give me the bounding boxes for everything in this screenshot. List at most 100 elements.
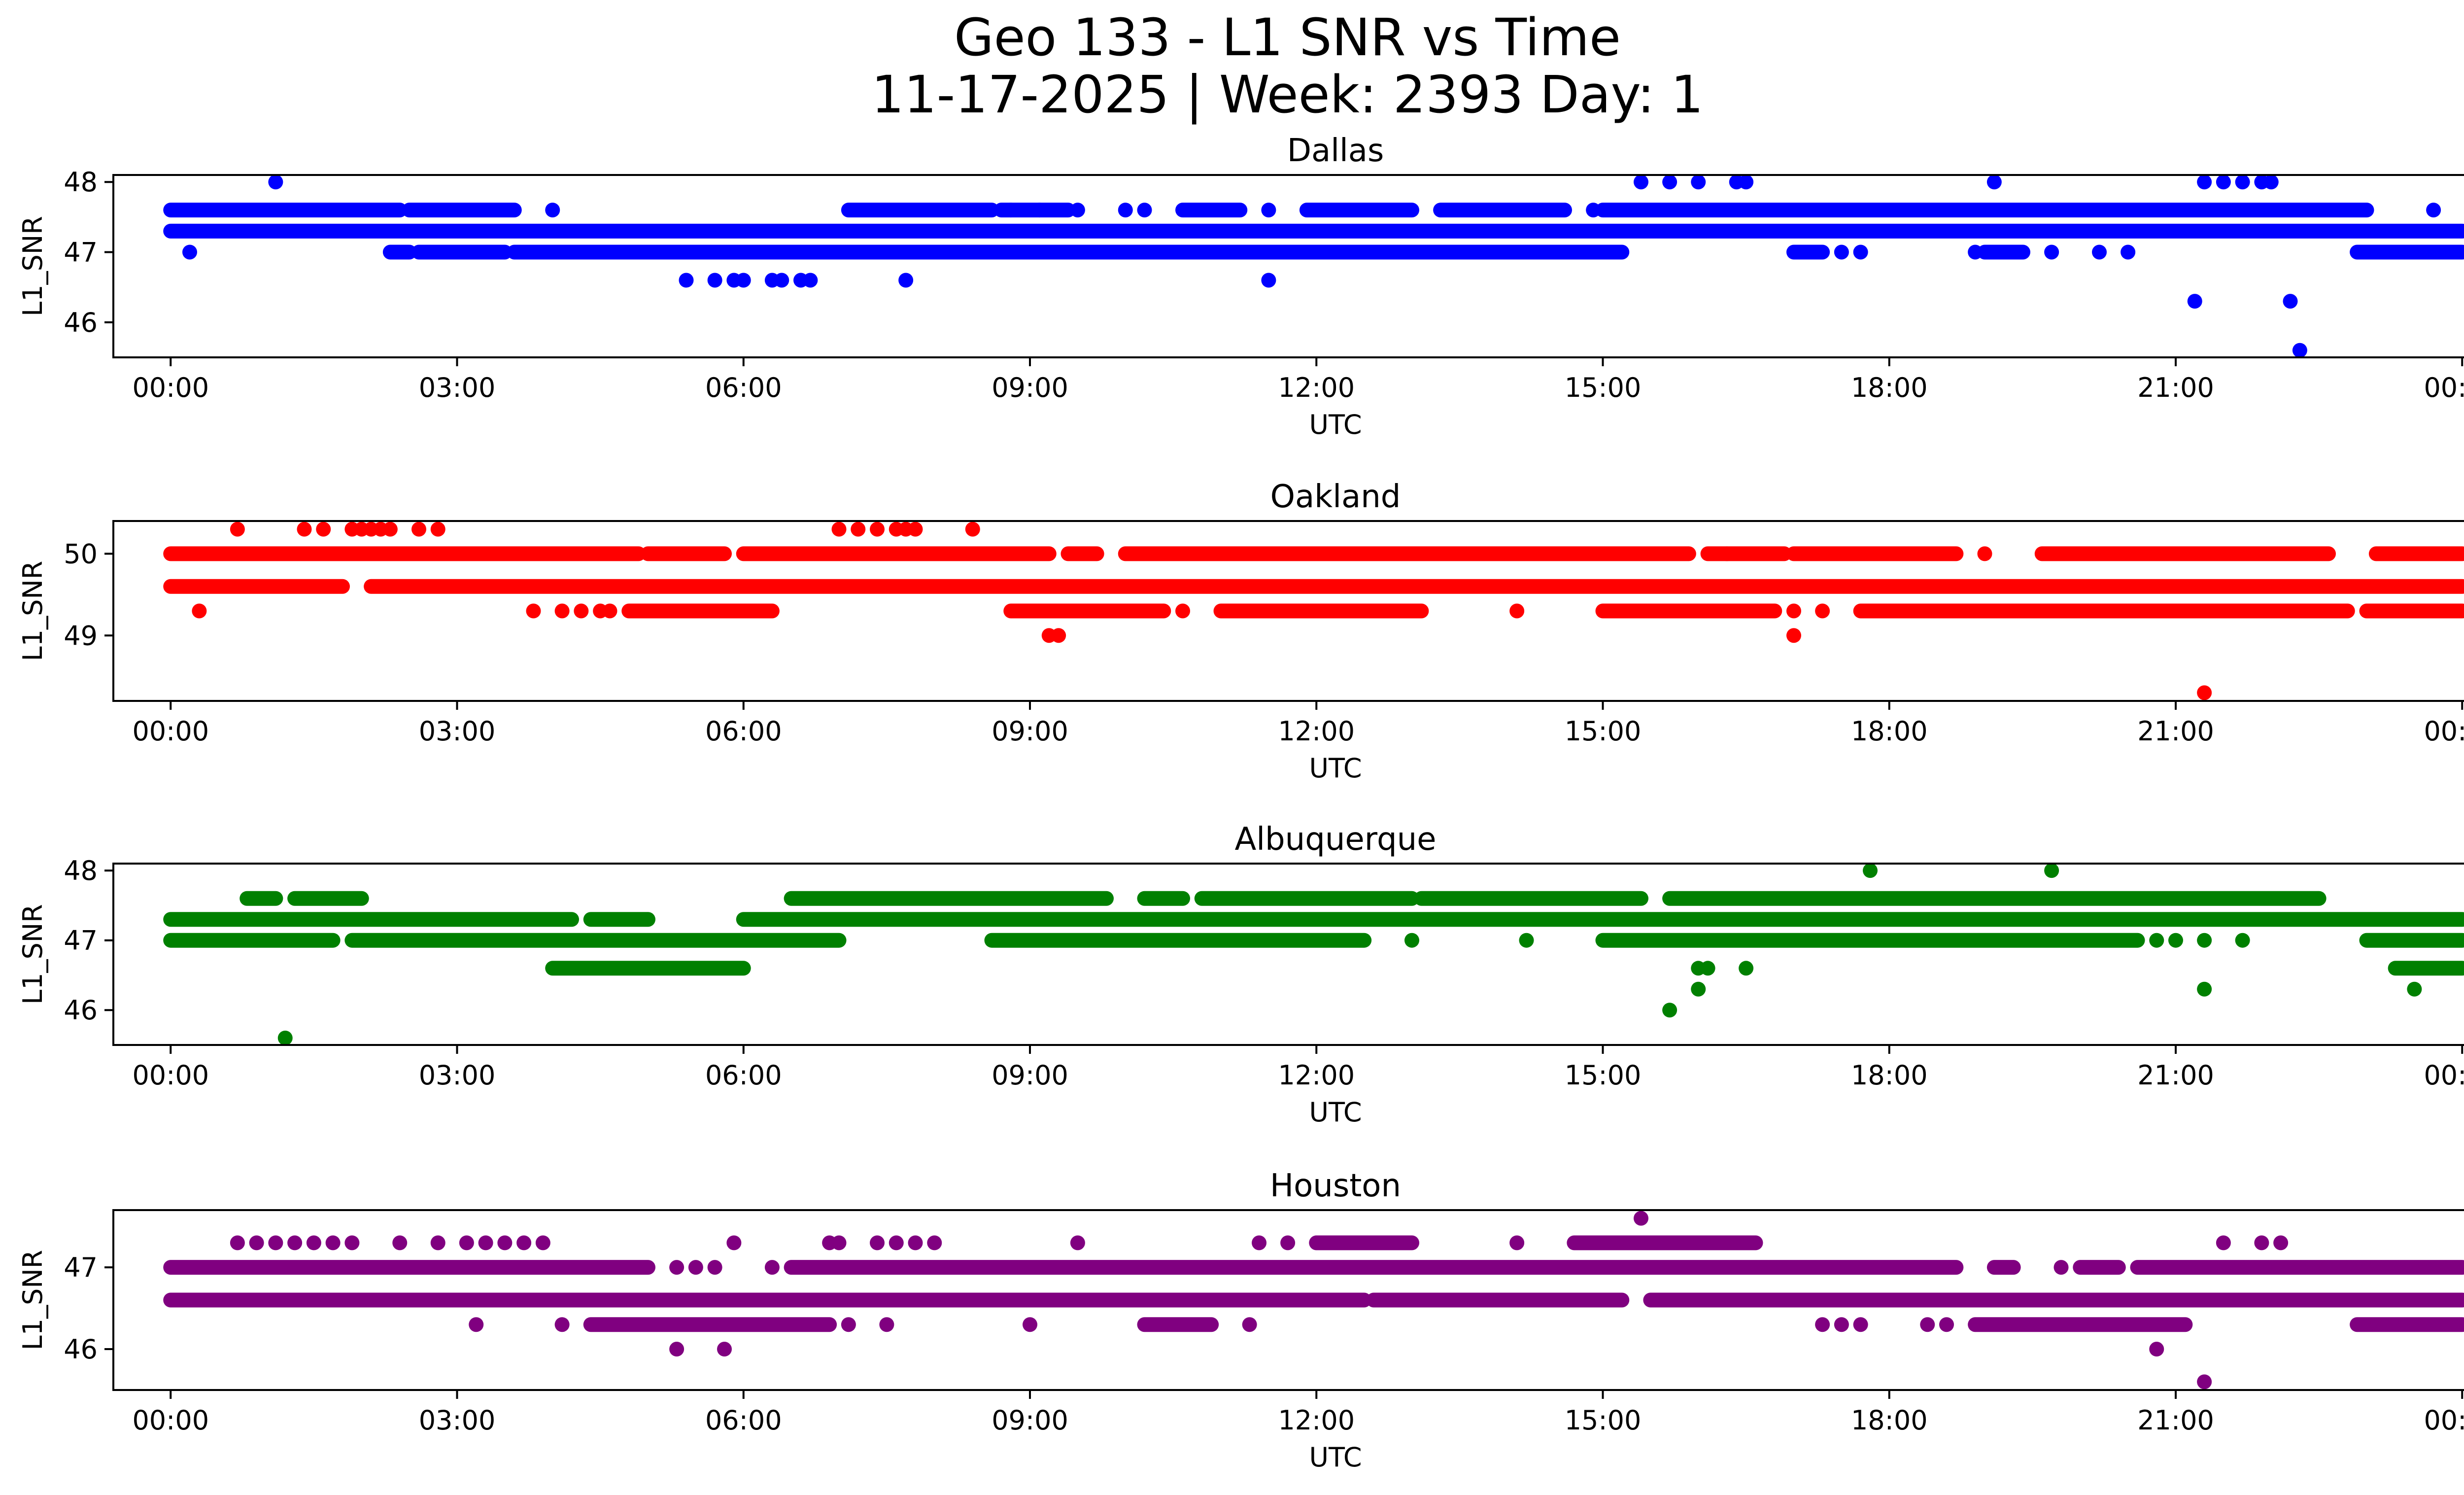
data-point	[1509, 603, 1525, 619]
chart-dallas: 00:00 03:00 06:00 09:00 12:00 15:00 18:00 21:00…	[17, 133, 2464, 440]
data-series-dallas	[163, 175, 2464, 357]
x-tick-label: 00:00	[132, 1405, 209, 1436]
x-tick-label: 18:00	[1851, 1405, 1928, 1436]
x-axis-label: UTC	[1309, 1442, 1362, 1473]
data-point	[1242, 1317, 1257, 1332]
x-tick-label: 03:00	[419, 1060, 496, 1091]
data-point	[2149, 933, 2164, 948]
data-point	[526, 603, 541, 619]
x-tick-label: 03:00	[419, 372, 496, 403]
y-axis-label: L1_SNR	[17, 561, 48, 661]
data-point	[1662, 1003, 1677, 1018]
data-point	[764, 1260, 780, 1275]
x-tick-label: 15:00	[1565, 1060, 1642, 1091]
data-point	[2197, 175, 2212, 190]
data-point	[2149, 1342, 2164, 1357]
data-point	[554, 603, 570, 619]
data-point	[2053, 1260, 2069, 1275]
data-point	[679, 273, 694, 288]
data-point	[478, 1235, 493, 1251]
x-tick-label: 18:00	[1851, 716, 1928, 747]
x-tick-label: 06:00	[705, 716, 782, 747]
data-series-oakland	[163, 522, 2464, 700]
data-point	[1070, 1235, 1085, 1251]
data-point	[249, 1235, 264, 1251]
data-point	[1691, 981, 1706, 997]
data-point	[1280, 1235, 1296, 1251]
data-point	[1815, 603, 1830, 619]
data-point	[2168, 933, 2183, 948]
x-tick-label: 03:00	[419, 716, 496, 747]
data-point	[545, 203, 560, 218]
data-point	[430, 522, 445, 537]
data-point	[2044, 244, 2059, 260]
data-point	[1853, 1317, 1868, 1332]
data-point	[1118, 203, 1133, 218]
data-point	[382, 522, 398, 537]
data-point	[554, 1317, 570, 1332]
plot-frame	[112, 174, 2464, 358]
x-tick-label: 00:00	[2424, 1060, 2464, 1091]
data-point	[325, 1235, 341, 1251]
x-tick-label: 18:00	[1851, 1060, 1928, 1091]
data-point	[1853, 244, 1868, 260]
data-point	[707, 273, 722, 288]
chart-oakland: 00:00 03:00 06:00 09:00 12:00 15:00 18:00 21:00…	[17, 479, 2464, 784]
y-tick-label: 47	[64, 1252, 98, 1283]
data-point	[1051, 628, 1066, 643]
data-point	[2273, 1235, 2289, 1251]
data-point	[2187, 294, 2202, 309]
data-point	[1404, 933, 1419, 948]
data-point	[516, 1235, 532, 1251]
data-point	[316, 522, 331, 537]
data-point	[1634, 175, 1648, 190]
x-tick-label: 06:00	[705, 372, 782, 403]
x-tick-label: 00:00	[132, 1060, 209, 1091]
y-tick-label: 48	[64, 855, 98, 886]
data-point	[1519, 933, 1534, 948]
plot-frame	[112, 520, 2464, 702]
x-tick-label: 00:00	[2424, 716, 2464, 747]
data-point	[268, 175, 283, 190]
data-point	[831, 522, 847, 537]
data-point	[344, 1235, 360, 1251]
data-point	[2216, 175, 2231, 190]
y-axis-label: L1_SNR	[17, 216, 48, 316]
data-point	[669, 1342, 684, 1357]
data-point	[268, 1235, 283, 1251]
data-point	[2121, 244, 2136, 260]
x-tick-label: 18:00	[1851, 372, 1928, 403]
data-point	[707, 1260, 722, 1275]
data-point	[831, 1235, 847, 1251]
data-point	[1261, 203, 1276, 218]
data-point	[688, 1260, 703, 1275]
x-tick-label: 00:00	[132, 372, 209, 403]
subplot-title: Albuquerque	[1234, 821, 1436, 858]
data-point	[1252, 1235, 1266, 1251]
chart-houston: 00:00 03:00 06:00 09:00 12:00 15:00 18:00 21:00…	[17, 1168, 2464, 1473]
figure-title: Geo 133 - L1 SNR vs Time 11-17-2025 | We…	[0, 9, 2464, 123]
data-point	[1691, 175, 1706, 190]
data-point	[459, 1235, 474, 1251]
x-axis-label: UTC	[1309, 409, 1362, 440]
y-axis-label: L1_SNR	[17, 1250, 48, 1351]
x-tick-label: 15:00	[1565, 716, 1642, 747]
data-point	[602, 603, 617, 619]
data-point	[182, 244, 197, 260]
data-point	[392, 1235, 408, 1251]
x-tick-label: 09:00	[992, 1060, 1068, 1091]
data-point	[2197, 933, 2212, 948]
data-point	[230, 1235, 245, 1251]
plot-frame	[112, 863, 2464, 1046]
data-point	[669, 1260, 684, 1275]
x-tick-label: 06:00	[705, 1405, 782, 1436]
y-tick-label: 49	[64, 620, 98, 651]
data-point	[1023, 1317, 1037, 1332]
x-tick-label: 12:00	[1278, 1060, 1355, 1091]
data-point	[1586, 203, 1601, 218]
data-point	[230, 522, 245, 537]
x-tick-label: 15:00	[1565, 372, 1642, 403]
data-point	[1739, 175, 1754, 190]
data-point	[879, 1317, 894, 1332]
data-point	[2263, 175, 2279, 190]
